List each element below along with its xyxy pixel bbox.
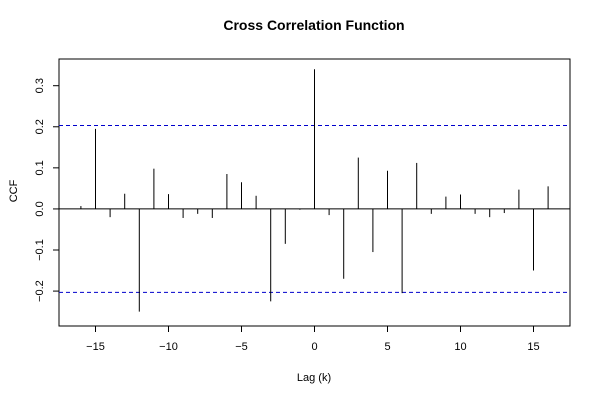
y-tick-label: 0.2 — [34, 119, 46, 134]
y-axis-label: CCF — [8, 179, 20, 202]
y-tick-label: 0.3 — [34, 78, 46, 93]
x-tick-label: 10 — [454, 341, 466, 353]
x-tick-label: −10 — [159, 341, 178, 353]
chart-title: Cross Correlation Function — [223, 17, 404, 33]
y-tick-label: −0.1 — [34, 239, 46, 261]
x-tick-label: −15 — [86, 341, 105, 353]
y-tick-label: 0.1 — [34, 160, 46, 175]
x-tick-label: 5 — [384, 341, 390, 353]
y-tick-label: −0.2 — [34, 280, 46, 302]
x-tick-label: −5 — [235, 341, 248, 353]
x-tick-label: 15 — [527, 341, 539, 353]
x-axis-label: Lag (k) — [297, 372, 331, 384]
ccf-bars — [80, 69, 549, 312]
x-axis: −15 −10 −5 0 5 10 15 — [86, 326, 540, 353]
y-axis: −0.2 −0.1 0.0 0.1 0.2 0.3 — [34, 78, 59, 302]
x-tick-label: 0 — [311, 341, 317, 353]
y-tick-label: 0.0 — [34, 201, 46, 216]
